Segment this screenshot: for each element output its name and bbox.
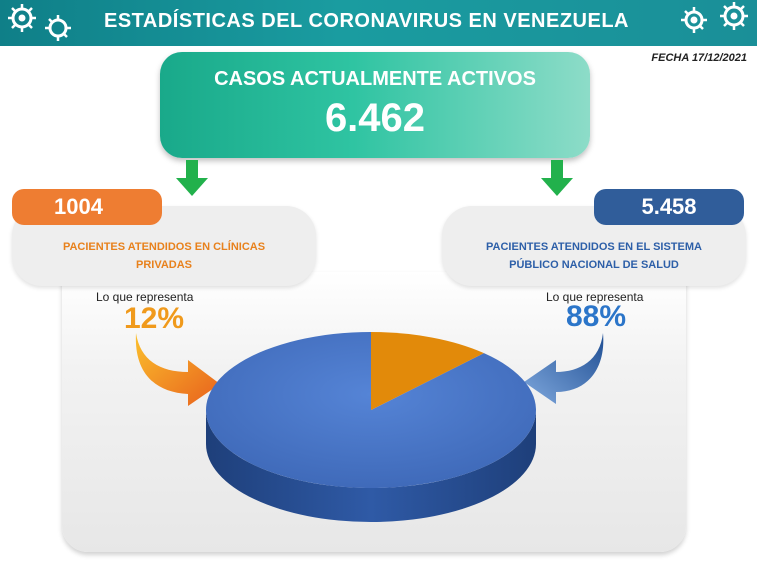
report-date: FECHA 17/12/2021	[651, 52, 747, 64]
public-count-badge: 5.458	[594, 189, 744, 225]
public-percent: 88%	[566, 300, 627, 333]
private-count-badge: 1004	[12, 189, 162, 225]
page-title: ESTADÍSTICAS DEL CORONAVIRUS EN VENEZUEL…	[104, 10, 629, 32]
header-banner: ESTADÍSTICAS DEL CORONAVIRUS EN VENEZUEL…	[0, 0, 757, 46]
pie-chart	[206, 332, 536, 522]
virus-icon	[681, 2, 748, 33]
virus-icon	[8, 4, 71, 41]
active-cases-value: 6.462	[324, 96, 426, 140]
public-system-label: PACIENTES ATENDIDOS EN EL SISTEMA PÚBLIC…	[486, 241, 702, 271]
public-represents-label: Lo que representa	[546, 290, 644, 304]
arrow-down-left-icon	[176, 160, 208, 196]
active-cases-label: CASOS ACTUALMENTE ACTIVOS	[214, 68, 536, 90]
pie-slice	[371, 332, 484, 410]
private-percent: 12%	[124, 302, 185, 335]
curved-arrow-blue-icon	[524, 333, 604, 404]
private-represents-label: Lo que representa	[96, 290, 194, 304]
private-clinics-label: PACIENTES ATENDIDOS EN CLÍNICAS PRIVADAS	[62, 241, 266, 271]
arrow-down-right-icon	[541, 160, 573, 196]
curved-arrow-orange-icon	[135, 333, 220, 406]
active-cases-box: CASOS ACTUALMENTE ACTIVOS 6.462	[160, 52, 590, 158]
pie-side	[206, 410, 536, 522]
